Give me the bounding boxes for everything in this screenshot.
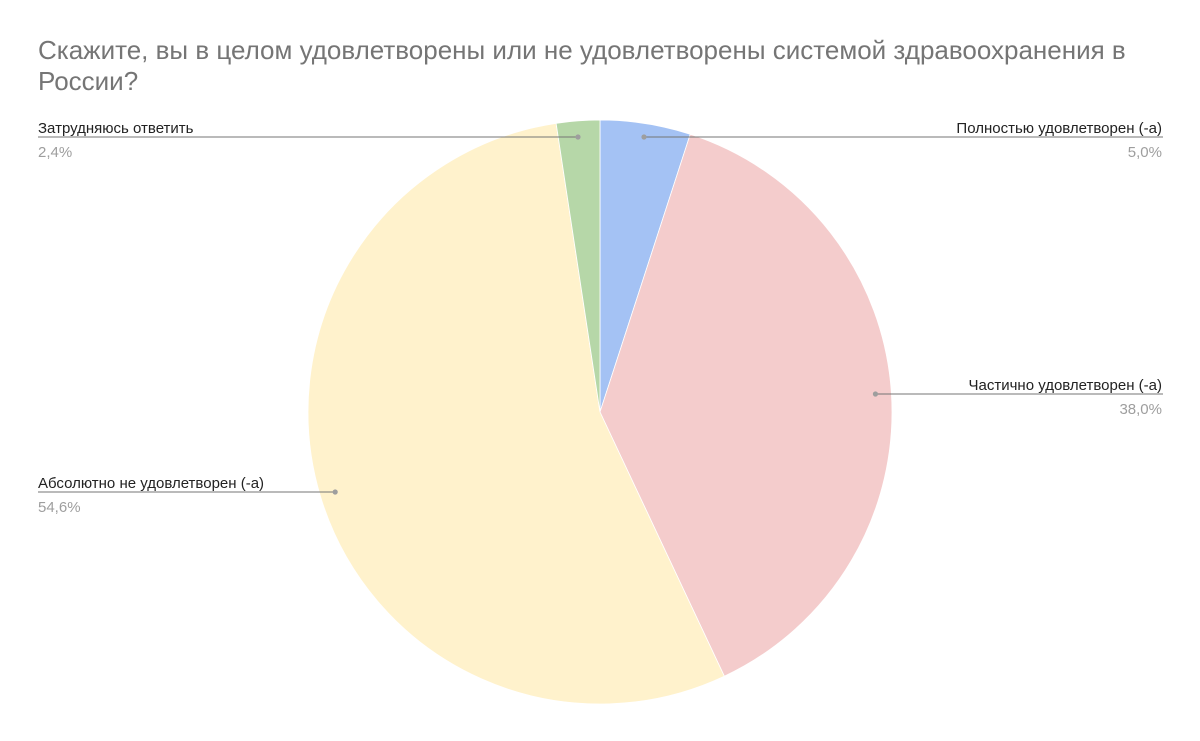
slice-label: Абсолютно не удовлетворен (-а) bbox=[38, 475, 264, 492]
slice-value-label: 54,6% bbox=[38, 499, 81, 516]
slice-value-label: 2,4% bbox=[38, 144, 72, 161]
slice-4 bbox=[555, 119, 601, 413]
slice-value-label: 5,0% bbox=[1128, 144, 1162, 161]
pie-labels: Полностью удовлетворен (-а) 5,0% Частично … bbox=[38, 120, 1163, 516]
slice-3 bbox=[307, 122, 725, 705]
leader-dot bbox=[575, 134, 581, 140]
leader-dot bbox=[872, 391, 879, 397]
slice-value-label: 38,0% bbox=[1119, 401, 1162, 418]
pie-slices bbox=[307, 119, 893, 705]
leader-dot bbox=[641, 134, 647, 140]
slice-label: Полностью удовлетворен (-а) bbox=[956, 120, 1162, 137]
leader-dot bbox=[332, 489, 338, 495]
chart-title: Скажите, вы в целом удовлетворены или не… bbox=[38, 35, 1126, 96]
slice-label: Частично удовлетворен (-а) bbox=[969, 377, 1163, 394]
slice-label: Затрудняюсь ответить bbox=[38, 120, 194, 137]
